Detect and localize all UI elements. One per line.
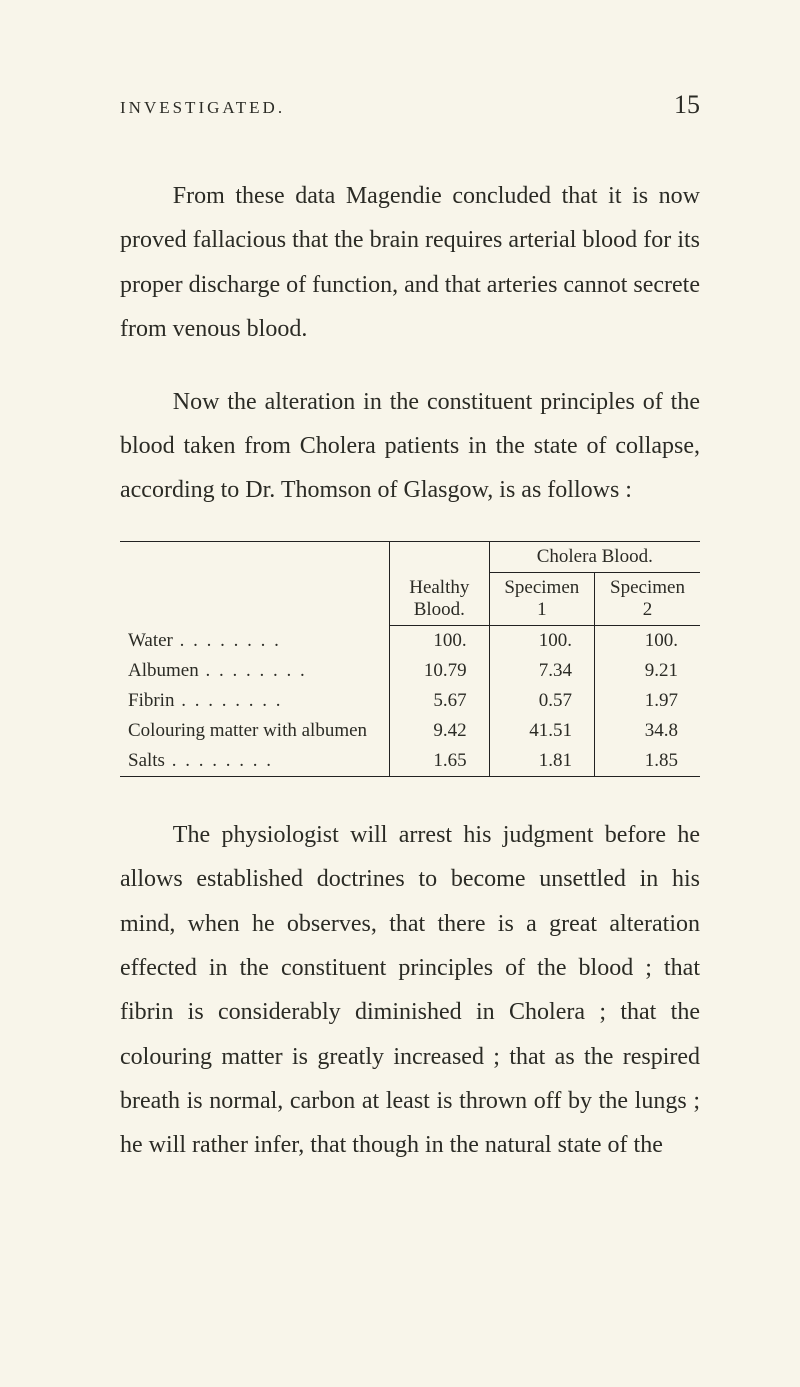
cell-healthy: 5.67 [390, 686, 490, 716]
cell-spec2: 100. [595, 625, 700, 656]
row-label-text: Water [128, 630, 281, 651]
col-cholera: Cholera Blood. [489, 541, 700, 572]
row-label-text: Salts [128, 750, 273, 771]
cell-spec2: 1.85 [595, 746, 700, 777]
row-label-text: Colouring matter with albumen [128, 720, 367, 741]
cell-healthy: 9.42 [390, 716, 490, 746]
header-line: INVESTIGATED. 15 [120, 90, 700, 120]
table-row: Colouring matter with albumen 9.42 41.51… [120, 716, 700, 746]
col-specimen-2: Specimen 2 [595, 572, 700, 625]
table-empty-header-2 [120, 572, 390, 625]
table-header-row-1: Healthy Blood. Cholera Blood. [120, 541, 700, 572]
col-healthy: Healthy Blood. [390, 541, 490, 625]
row-label: Salts [120, 746, 390, 777]
table-row: Water 100. 100. 100. [120, 625, 700, 656]
cell-healthy: 10.79 [390, 656, 490, 686]
col-specimen-1: Specimen 1 [489, 572, 594, 625]
table-row: Salts 1.65 1.81 1.85 [120, 746, 700, 777]
blood-table: Healthy Blood. Cholera Blood. Specimen 1… [120, 541, 700, 777]
paragraph-2: Now the alteration in the constituent pr… [120, 380, 700, 513]
row-label: Water [120, 625, 390, 656]
cell-healthy: 100. [390, 625, 490, 656]
table-empty-header [120, 541, 390, 572]
row-label: Albumen [120, 656, 390, 686]
cell-spec1: 7.34 [489, 656, 594, 686]
table-row: Albumen 10.79 7.34 9.21 [120, 656, 700, 686]
cell-spec2: 1.97 [595, 686, 700, 716]
row-label-text: Albumen [128, 660, 307, 681]
table-row: Fibrin 5.67 0.57 1.97 [120, 686, 700, 716]
paragraph-3: The physiologist will arrest his judgmen… [120, 813, 700, 1168]
cell-spec1: 0.57 [489, 686, 594, 716]
paragraph-1: From these data Magendie concluded that … [120, 174, 700, 352]
cell-spec1: 1.81 [489, 746, 594, 777]
cell-healthy: 1.65 [390, 746, 490, 777]
cell-spec1: 41.51 [489, 716, 594, 746]
cell-spec1: 100. [489, 625, 594, 656]
row-label: Fibrin [120, 686, 390, 716]
cell-spec2: 9.21 [595, 656, 700, 686]
row-label-text: Fibrin [128, 690, 282, 711]
page: INVESTIGATED. 15 From these data Magendi… [0, 0, 800, 1387]
page-number: 15 [674, 90, 700, 120]
cell-spec2: 34.8 [595, 716, 700, 746]
row-label: Colouring matter with albumen [120, 716, 390, 746]
running-head: INVESTIGATED. [120, 98, 285, 118]
